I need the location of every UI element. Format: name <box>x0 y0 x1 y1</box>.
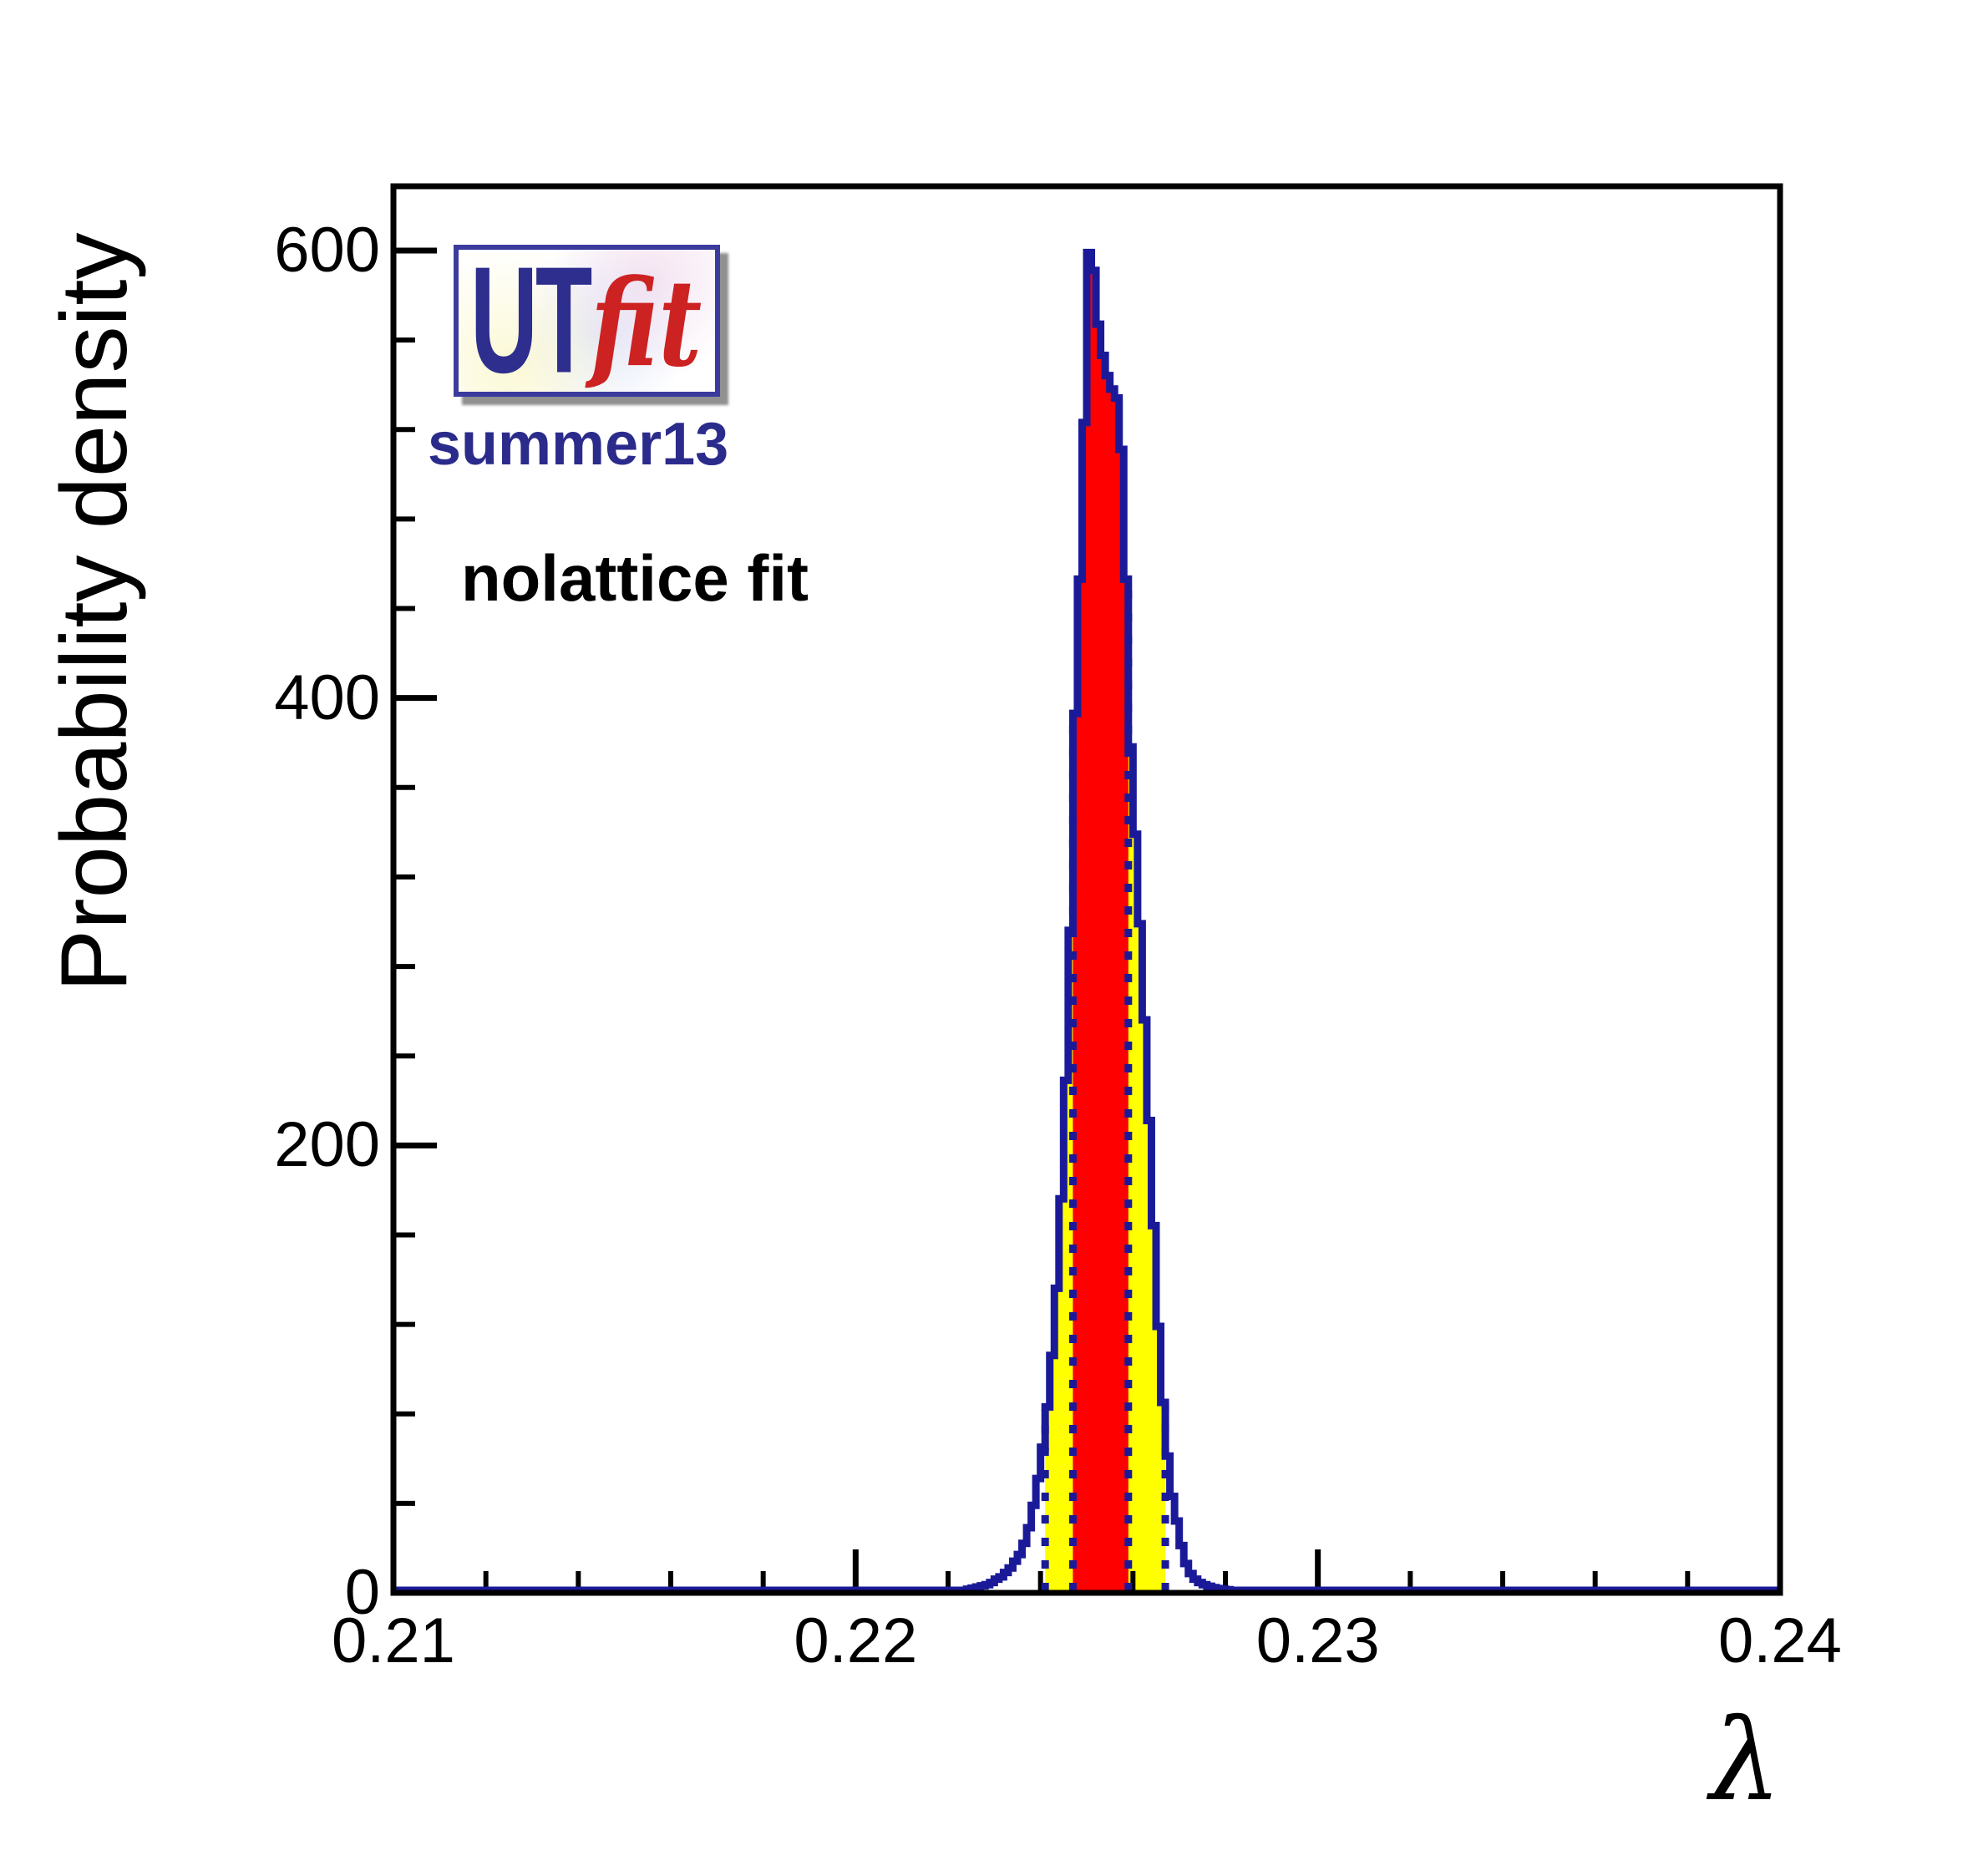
y-tick-label: 600 <box>274 215 380 286</box>
x-tick-label: 0.23 <box>1255 1605 1380 1676</box>
y-tick-label: 200 <box>274 1109 380 1181</box>
plot-frame <box>390 183 1783 1596</box>
logo-text-fit: fit <box>591 253 702 394</box>
y-axis-title: Probability density <box>42 232 146 992</box>
logo-subtitle: summer13 <box>428 411 729 478</box>
histogram-outline <box>393 248 1780 1595</box>
logo-text-ut: UT <box>470 235 592 405</box>
utfit-logo: UT fit <box>454 235 720 405</box>
x-tick-label: 0.22 <box>794 1605 918 1676</box>
x-axis-title: λ <box>1710 1695 1782 1826</box>
ci68-band <box>1073 255 1129 1593</box>
x-tick-label: 0.24 <box>1718 1605 1842 1676</box>
fit-type-label: nolattice fit <box>461 541 809 615</box>
x-tick-label: 0.21 <box>332 1605 455 1676</box>
y-tick-label: 0 <box>344 1557 380 1628</box>
y-tick-label: 400 <box>274 662 380 733</box>
